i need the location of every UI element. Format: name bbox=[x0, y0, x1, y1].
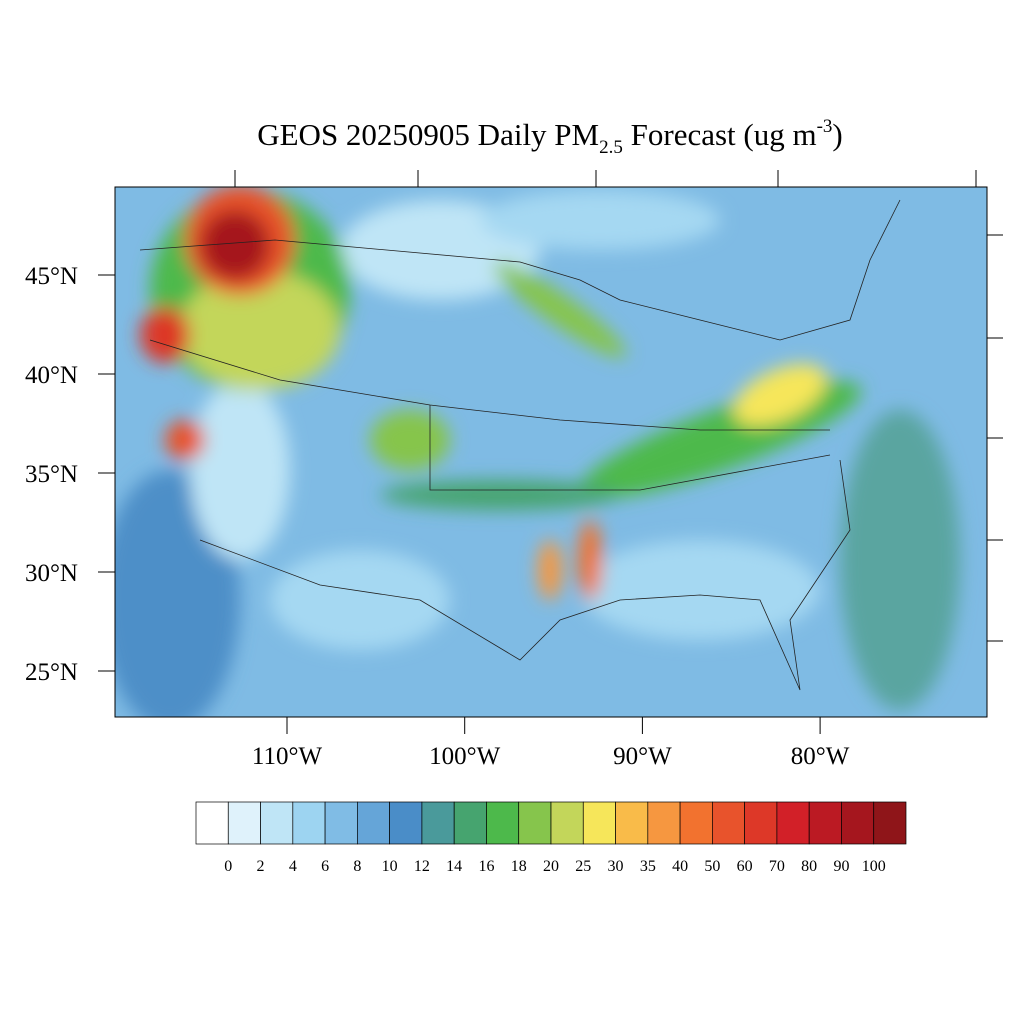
colorbar-label: 0 bbox=[224, 858, 232, 875]
colorbar-box bbox=[647, 801, 681, 845]
colorbar-label: 8 bbox=[353, 858, 361, 875]
colorbar-box bbox=[389, 801, 423, 845]
lon-label: 80°W bbox=[791, 743, 850, 770]
title: GEOS 20250905 Daily PM2.5 Forecast (ug m… bbox=[257, 116, 843, 158]
colorbar-box bbox=[873, 801, 907, 845]
map-frame bbox=[114, 186, 988, 718]
lat-label: 35°N bbox=[25, 461, 78, 488]
colorbar-box bbox=[615, 801, 649, 845]
colorbar-label: 20 bbox=[543, 858, 559, 875]
colorbar-box bbox=[518, 801, 552, 845]
lat-label: 30°N bbox=[25, 560, 78, 587]
colorbar-label: 35 bbox=[640, 858, 656, 875]
colorbar-label: 90 bbox=[833, 858, 849, 875]
colorbar-label: 25 bbox=[575, 858, 591, 875]
colorbar-label: 12 bbox=[414, 858, 430, 875]
colorbar-label: 60 bbox=[737, 858, 753, 875]
colorbar-label: 10 bbox=[382, 858, 398, 875]
lat-label: 45°N bbox=[25, 263, 78, 290]
colorbar-label: 2 bbox=[257, 858, 265, 875]
lon-label: 100°W bbox=[429, 743, 500, 770]
colorbar-label: 80 bbox=[801, 858, 817, 875]
lat-label: 40°N bbox=[25, 362, 78, 389]
colorbar-box bbox=[453, 801, 487, 845]
colorbar-box bbox=[744, 801, 778, 845]
map bbox=[115, 187, 987, 717]
colorbar-label: 16 bbox=[478, 858, 494, 875]
colorbar-box bbox=[227, 801, 261, 845]
colorbar-box bbox=[486, 801, 520, 845]
colorbar-box bbox=[260, 801, 294, 845]
colorbar-label: 4 bbox=[289, 858, 297, 875]
colorbar-label: 50 bbox=[704, 858, 720, 875]
colorbar-label: 14 bbox=[446, 858, 462, 875]
colorbar-box bbox=[712, 801, 745, 845]
lon-label: 90°W bbox=[613, 743, 672, 770]
colorbar-box bbox=[808, 801, 842, 845]
colorbar-label: 30 bbox=[608, 858, 624, 875]
colorbar-box bbox=[292, 801, 326, 845]
colorbar-box bbox=[776, 801, 810, 845]
colorbar-box bbox=[841, 801, 875, 845]
colorbar-label: 70 bbox=[769, 858, 785, 875]
colorbar-box bbox=[357, 801, 390, 845]
lat-label: 25°N bbox=[25, 659, 78, 686]
colorbar-label: 100 bbox=[862, 858, 886, 875]
colorbar-label: 40 bbox=[672, 858, 688, 875]
colorbar-box bbox=[195, 801, 229, 845]
colorbar-box bbox=[679, 801, 713, 845]
colorbar-box bbox=[582, 801, 616, 845]
colorbar-box bbox=[421, 801, 455, 845]
colorbar-label: 18 bbox=[511, 858, 527, 875]
colorbar-label: 6 bbox=[321, 858, 329, 875]
colorbar-box bbox=[324, 801, 358, 845]
lon-label: 110°W bbox=[252, 743, 323, 770]
colorbar-box bbox=[550, 801, 584, 845]
